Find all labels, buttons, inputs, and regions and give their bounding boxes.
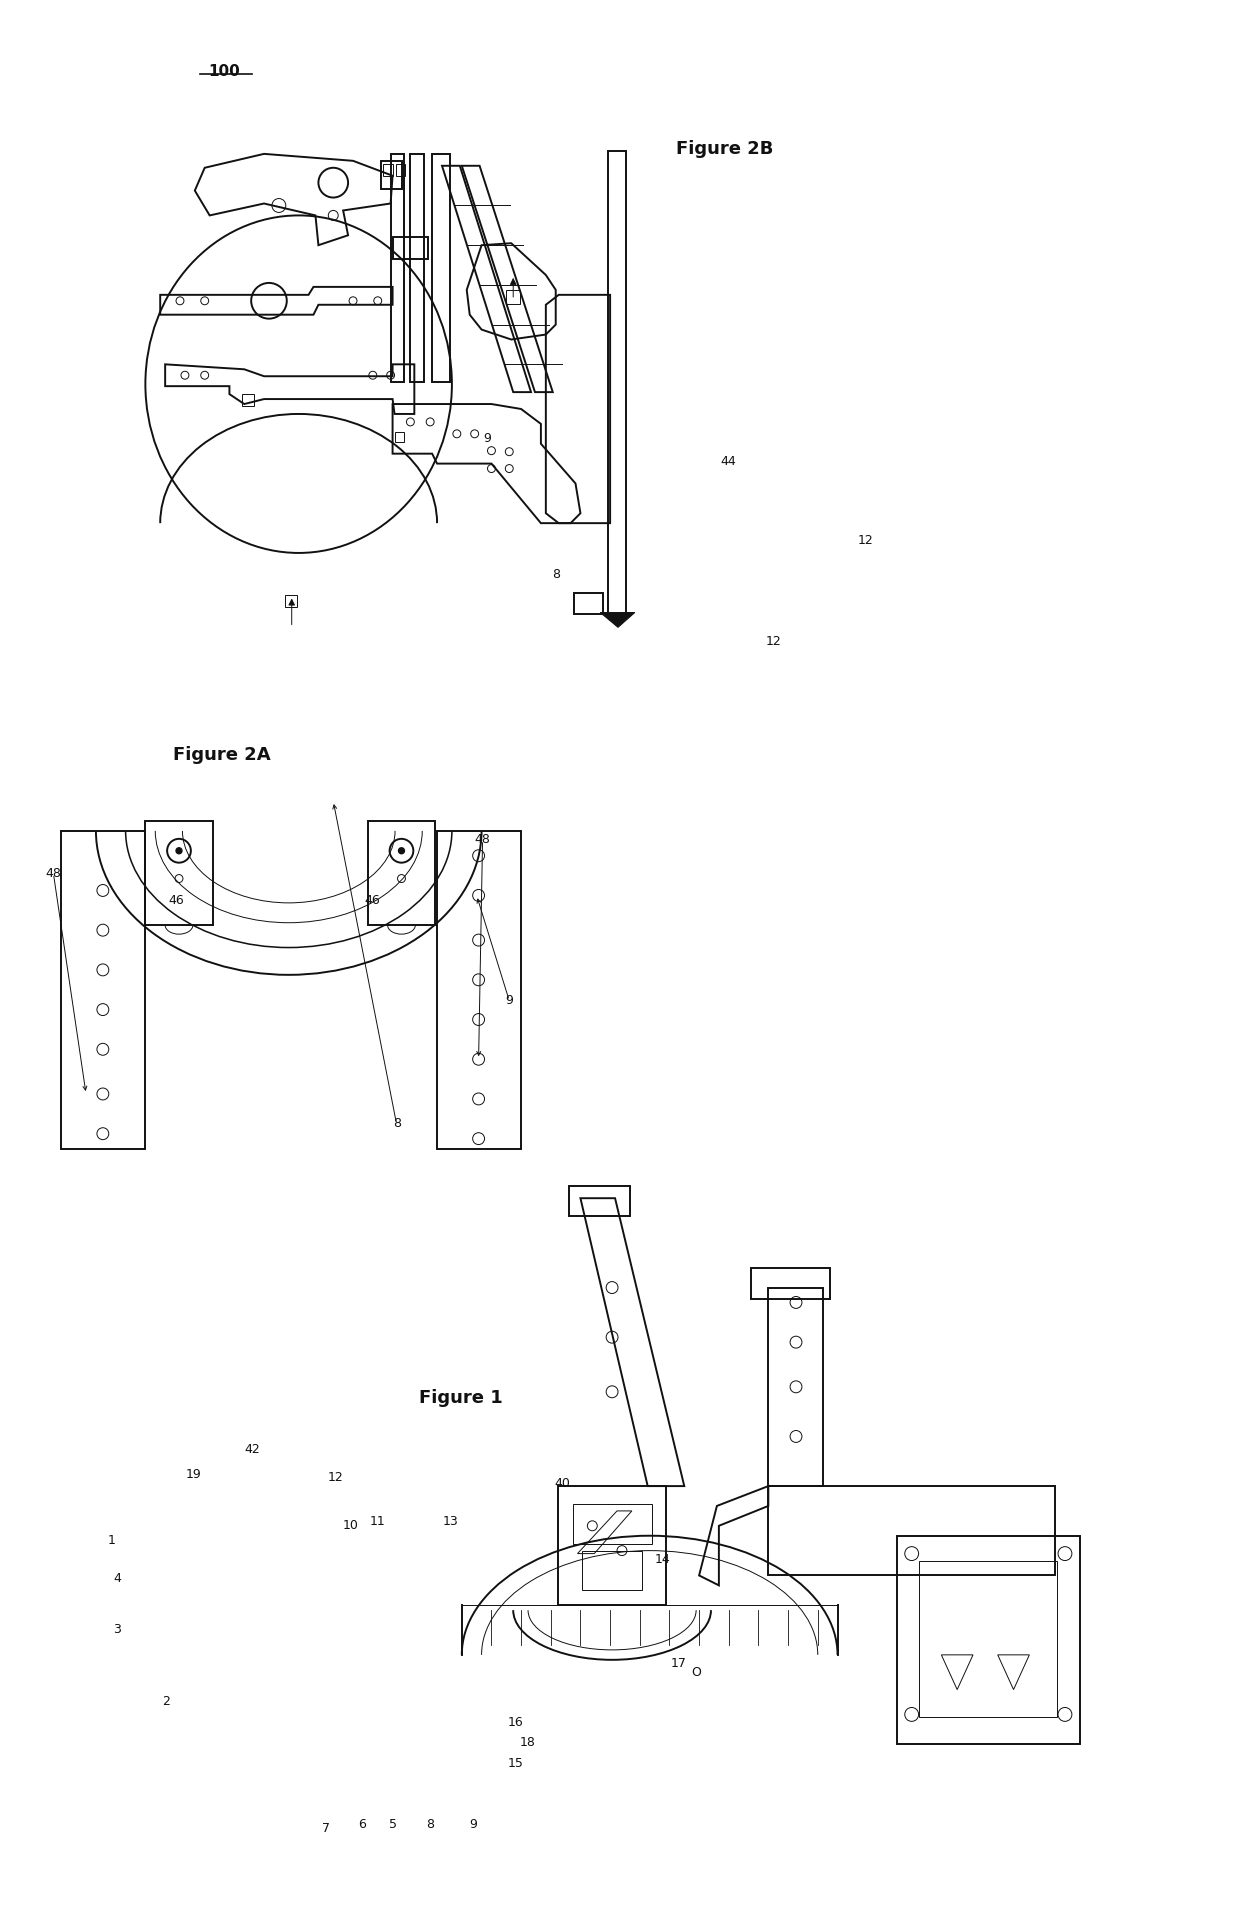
Text: 12: 12 [857,534,873,547]
Text: 48: 48 [46,868,62,881]
Text: 100: 100 [208,63,241,78]
Text: 46: 46 [169,894,184,908]
Text: O: O [691,1667,701,1680]
Text: 7: 7 [321,1821,330,1835]
Text: Figure 2B: Figure 2B [676,139,773,158]
Text: 8: 8 [393,1118,401,1131]
Text: 48: 48 [475,833,491,847]
Text: 11: 11 [370,1514,386,1528]
Circle shape [176,849,182,854]
Text: 42: 42 [244,1444,260,1457]
Text: 14: 14 [655,1552,671,1566]
Text: 17: 17 [671,1657,687,1671]
Text: 18: 18 [520,1737,536,1749]
Polygon shape [600,612,635,627]
Text: 1: 1 [107,1533,115,1547]
Text: 4: 4 [113,1571,122,1585]
Text: 15: 15 [508,1756,523,1770]
Text: 10: 10 [342,1518,358,1531]
Text: 12: 12 [327,1472,343,1484]
Text: 9: 9 [506,994,513,1007]
Text: 12: 12 [765,635,781,648]
Text: 8: 8 [427,1817,434,1831]
Text: 5: 5 [389,1817,397,1831]
Circle shape [398,849,404,854]
Text: 2: 2 [162,1695,170,1709]
Text: 46: 46 [365,894,381,908]
Text: 6: 6 [358,1817,367,1831]
Text: Figure 2A: Figure 2A [172,746,270,763]
Text: 3: 3 [113,1623,122,1636]
Text: 40: 40 [554,1478,570,1489]
Text: 19: 19 [186,1468,201,1480]
Text: 9: 9 [484,433,491,444]
Text: 8: 8 [552,568,560,582]
Text: 16: 16 [508,1716,523,1728]
Text: 44: 44 [720,454,735,467]
Text: Figure 1: Figure 1 [419,1390,502,1407]
Text: 13: 13 [443,1514,459,1528]
Text: 9: 9 [469,1817,477,1831]
